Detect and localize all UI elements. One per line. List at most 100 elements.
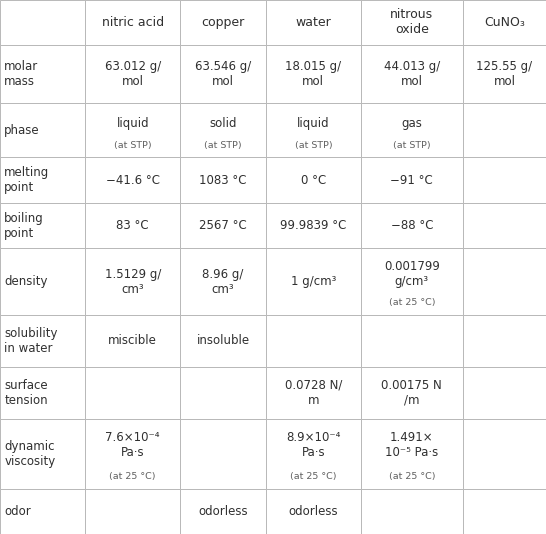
Text: copper: copper (201, 16, 245, 29)
Bar (361, 0, 463, 45)
Text: 1 g/cm³: 1 g/cm³ (290, 275, 336, 288)
Bar (463, 103, 546, 158)
Text: CuNO₃: CuNO₃ (484, 16, 525, 29)
Text: water: water (295, 16, 331, 29)
Bar (180, 419, 266, 489)
Text: 63.012 g/
mol: 63.012 g/ mol (105, 60, 161, 88)
Bar (266, 103, 361, 158)
Bar (463, 419, 546, 489)
Text: 63.546 g/
mol: 63.546 g/ mol (195, 60, 251, 88)
Bar (85, 248, 180, 315)
Text: (at STP): (at STP) (393, 141, 431, 150)
Text: 0 °C: 0 °C (301, 174, 326, 186)
Bar (85, 419, 180, 489)
Bar (463, 489, 546, 534)
Bar (0, 103, 85, 158)
Bar (266, 419, 361, 489)
Text: nitric acid: nitric acid (102, 16, 164, 29)
Bar (180, 315, 266, 367)
Bar (180, 158, 266, 203)
Text: (at STP): (at STP) (114, 141, 152, 150)
Bar (180, 203, 266, 248)
Text: 8.9×10⁻⁴
Pa·s: 8.9×10⁻⁴ Pa·s (286, 431, 341, 459)
Bar (85, 103, 180, 158)
Bar (266, 489, 361, 534)
Text: 7.6×10⁻⁴
Pa·s: 7.6×10⁻⁴ Pa·s (105, 431, 160, 459)
Text: (at STP): (at STP) (294, 141, 332, 150)
Bar (0, 0, 85, 45)
Bar (85, 367, 180, 419)
Text: (at 25 °C): (at 25 °C) (389, 472, 435, 481)
Bar (85, 45, 180, 103)
Bar (361, 158, 463, 203)
Text: odorless: odorless (198, 505, 248, 518)
Text: solid: solid (209, 117, 237, 130)
Text: odor: odor (4, 505, 31, 518)
Text: 1083 °C: 1083 °C (199, 174, 247, 186)
Text: (at 25 °C): (at 25 °C) (290, 472, 337, 481)
Text: boiling
point: boiling point (4, 211, 44, 240)
Text: density: density (4, 275, 48, 288)
Bar (0, 158, 85, 203)
Text: 2567 °C: 2567 °C (199, 219, 247, 232)
Bar (180, 103, 266, 158)
Text: (at 25 °C): (at 25 °C) (389, 299, 435, 308)
Bar (266, 0, 361, 45)
Text: (at 25 °C): (at 25 °C) (110, 472, 156, 481)
Text: solubility
in water: solubility in water (4, 327, 58, 355)
Bar (0, 419, 85, 489)
Bar (361, 103, 463, 158)
Bar (361, 419, 463, 489)
Bar (0, 315, 85, 367)
Text: molar
mass: molar mass (4, 60, 39, 88)
Bar (463, 203, 546, 248)
Text: (at STP): (at STP) (204, 141, 242, 150)
Text: 44.013 g/
mol: 44.013 g/ mol (384, 60, 440, 88)
Bar (266, 248, 361, 315)
Bar (180, 489, 266, 534)
Bar (361, 315, 463, 367)
Text: insoluble: insoluble (197, 334, 250, 347)
Text: surface
tension: surface tension (4, 379, 48, 407)
Text: 0.001799
g/cm³: 0.001799 g/cm³ (384, 260, 440, 287)
Text: 18.015 g/
mol: 18.015 g/ mol (286, 60, 341, 88)
Text: 0.0728 N/
m: 0.0728 N/ m (284, 379, 342, 407)
Bar (361, 489, 463, 534)
Text: odorless: odorless (288, 505, 338, 518)
Bar (0, 203, 85, 248)
Bar (180, 248, 266, 315)
Bar (463, 158, 546, 203)
Text: 99.9839 °C: 99.9839 °C (280, 219, 347, 232)
Bar (85, 0, 180, 45)
Text: 0.00175 N
/m: 0.00175 N /m (382, 379, 442, 407)
Bar (180, 367, 266, 419)
Bar (0, 489, 85, 534)
Text: nitrous
oxide: nitrous oxide (390, 9, 434, 36)
Bar (0, 248, 85, 315)
Bar (85, 489, 180, 534)
Text: gas: gas (401, 117, 422, 130)
Text: 125.55 g/
mol: 125.55 g/ mol (477, 60, 532, 88)
Bar (85, 158, 180, 203)
Bar (463, 315, 546, 367)
Bar (266, 203, 361, 248)
Bar (266, 158, 361, 203)
Text: −41.6 °C: −41.6 °C (106, 174, 160, 186)
Bar (463, 248, 546, 315)
Bar (361, 248, 463, 315)
Bar (361, 45, 463, 103)
Text: 8.96 g/
cm³: 8.96 g/ cm³ (203, 268, 244, 295)
Bar (463, 0, 546, 45)
Bar (180, 45, 266, 103)
Text: melting
point: melting point (4, 166, 50, 194)
Text: 1.491×
10⁻⁵ Pa·s: 1.491× 10⁻⁵ Pa·s (385, 431, 438, 459)
Bar (463, 367, 546, 419)
Bar (85, 203, 180, 248)
Text: liquid: liquid (297, 117, 330, 130)
Bar (463, 45, 546, 103)
Text: −91 °C: −91 °C (390, 174, 433, 186)
Bar (0, 45, 85, 103)
Bar (266, 367, 361, 419)
Bar (85, 315, 180, 367)
Text: 83 °C: 83 °C (116, 219, 149, 232)
